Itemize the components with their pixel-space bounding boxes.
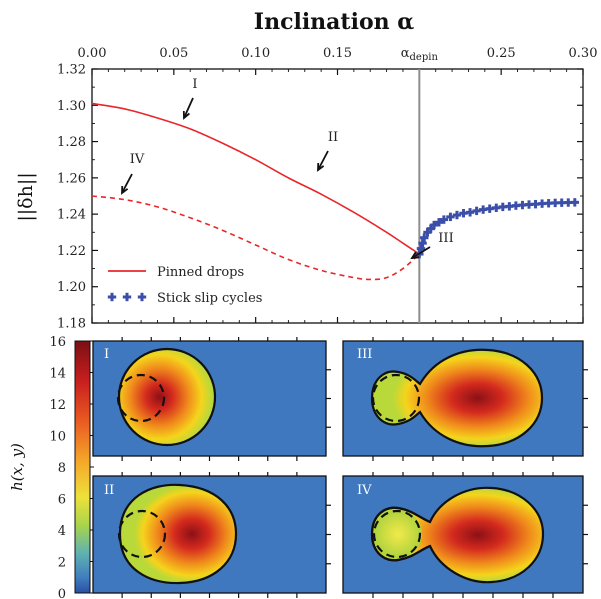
panel-iv: IV [342, 475, 584, 594]
colorbar-gradient [74, 340, 91, 594]
chart-title: Inclination α [254, 9, 414, 35]
colorbar-ticks: 0 2 4 6 8 10 12 14 16 [49, 335, 94, 599]
colorbar-tick-label: 16 [49, 335, 66, 350]
panel-ticks [121, 337, 588, 598]
series-pinned-dashed [91, 195, 420, 281]
colorbar-tick-label: 14 [49, 367, 66, 382]
legend: Pinned drops Stick slip cycles [107, 265, 262, 306]
y-tick-label: 1.18 [57, 317, 86, 332]
annotation-arrow [183, 97, 194, 119]
y-tick-label: 1.24 [57, 208, 86, 223]
panel-i: I [92, 340, 327, 457]
svg-text:I: I [104, 347, 109, 362]
legend-swatch-stickslip [107, 292, 147, 302]
plot-frame [91, 68, 584, 324]
x-tick-label: 0.10 [241, 46, 270, 61]
colorbar: 0 2 4 6 8 10 12 14 16 h(x, y) [8, 335, 94, 599]
annotation-arrowhead [182, 110, 190, 120]
y-axis-ticks: 1.18 1.20 1.22 1.24 1.26 1.28 1.30 1.32 [57, 63, 583, 332]
y-tick-label: 1.20 [57, 280, 86, 295]
main-plot: 0.00 0.05 0.10 0.15 αdepin 0.25 0.30 1.181.201… [57, 46, 597, 332]
x-tick-label: 0.25 [487, 46, 516, 61]
y-tick-label: 1.28 [57, 135, 86, 150]
x-tick-label: 0.30 [569, 46, 598, 61]
colorbar-tick-label: 6 [58, 493, 66, 508]
annotation-arrow [121, 173, 133, 194]
panel-ii: II [92, 475, 327, 594]
svg-text:III: III [357, 347, 372, 362]
annotation-label: II [328, 130, 338, 145]
y-tick-label: 1.26 [57, 171, 86, 186]
x-tick-label: 0.00 [78, 46, 107, 61]
panel-iii: III [342, 340, 584, 457]
annotation-arrowhead [410, 251, 420, 260]
colorbar-tick-label: 0 [58, 587, 66, 599]
svg-text:II: II [104, 483, 114, 498]
legend-label-pinned: Pinned drops [157, 265, 244, 280]
legend-label-stickslip: Stick slip cycles [157, 291, 262, 306]
series-stick-slip [415, 198, 580, 259]
x-tick-label: αdepin [401, 46, 439, 63]
annotation-label: I [192, 77, 197, 92]
y-axis-label: ||δh|| [15, 172, 37, 221]
annotation-arrowhead [317, 162, 325, 172]
svg-text:IV: IV [357, 483, 372, 498]
annotation-arrow [411, 246, 431, 259]
colorbar-label: h(x, y) [8, 443, 26, 491]
annotation-arrow [317, 150, 329, 171]
x-tick-label-sub: depin [410, 52, 439, 63]
x-axis-ticks: 0.00 0.05 0.10 0.15 αdepin 0.25 0.30 [78, 46, 598, 323]
x-tick-label: 0.05 [159, 46, 188, 61]
x-tick-label: 0.15 [323, 46, 352, 61]
annotation-arrowhead [121, 185, 129, 195]
y-tick-label: 1.22 [57, 244, 86, 259]
y-tick-label: 1.30 [57, 99, 86, 114]
colorbar-tick-label: 2 [58, 556, 66, 571]
colorbar-tick-label: 8 [58, 461, 66, 476]
colorbar-tick-label: 4 [58, 524, 66, 539]
annotation-label: III [438, 231, 453, 246]
colorbar-tick-label: 10 [49, 430, 66, 445]
y-tick-label: 1.32 [57, 63, 86, 78]
series-pinned-solid [91, 102, 420, 255]
colorbar-tick-label: 12 [49, 398, 66, 413]
annotation-label: IV [130, 152, 145, 167]
